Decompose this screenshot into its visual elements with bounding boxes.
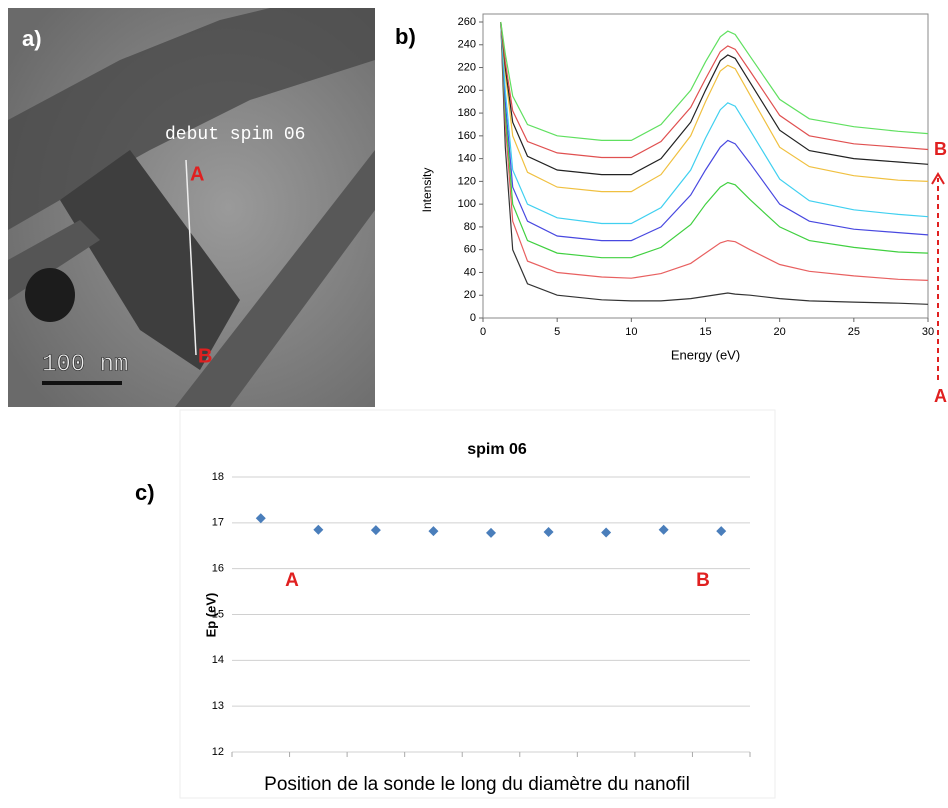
spectrum-line [500, 21, 929, 159]
x-tick-label: 0 [480, 326, 486, 338]
chart-frame [179, 409, 776, 799]
start-label: A [190, 163, 204, 185]
x-tick-label: 5 [554, 326, 560, 338]
point [716, 526, 727, 537]
y-tick-label: 18 [212, 471, 224, 483]
y-tick-label: 140 [458, 153, 476, 165]
y-tick-label: 16 [212, 563, 224, 575]
y-tick-label: 100 [458, 198, 476, 210]
x-axis-label: Energy (eV) [671, 347, 740, 362]
point [313, 524, 324, 535]
y-tick-label: 120 [458, 175, 476, 187]
y-tick-label: 200 [458, 84, 476, 96]
panel-label: a) [22, 26, 42, 51]
y-tick-label: 17 [212, 517, 224, 529]
spectrum-line [500, 21, 929, 242]
point [370, 525, 381, 536]
chart-title: spim 06 [467, 441, 527, 458]
panel-label: b) [395, 24, 416, 49]
y-tick-label: 12 [212, 746, 224, 758]
arrow-head [931, 172, 945, 185]
y-tick-label: 220 [458, 61, 476, 73]
caption: debut spim 06 [165, 125, 305, 145]
y-tick-label: 240 [458, 39, 476, 51]
point [543, 527, 554, 537]
x-tick-label: 25 [848, 326, 860, 338]
panel-label: c) [135, 480, 155, 505]
point [428, 526, 439, 537]
end-label: B [934, 139, 947, 159]
y-tick-label: 260 [458, 16, 476, 28]
y-axis-label: Ep (eV) [203, 593, 218, 638]
end-label: B [198, 345, 212, 367]
spectrum-line [500, 21, 929, 305]
y-tick-label: 180 [458, 107, 476, 119]
y-tick-label: 40 [464, 266, 476, 278]
scale-bar-label: 100 nm [42, 351, 128, 378]
y-tick-label: 13 [212, 700, 224, 712]
spectrum-line [500, 21, 929, 176]
x-tick-label: 10 [625, 326, 637, 338]
end-label: B [696, 570, 710, 591]
y-tick-label: 14 [212, 654, 224, 666]
spectrum-line [500, 21, 929, 193]
spectra-chart: 0 20 40 60 80 100 120 140 160 180 200 220 240 260 0 5 10… [395, 13, 947, 406]
y-tick-label: 15 [212, 608, 224, 620]
y-tick-label: 20 [464, 289, 476, 301]
y-tick-label: 80 [464, 221, 476, 233]
y-axis-label: Intensity [420, 168, 434, 213]
start-label: A [934, 386, 947, 406]
point [658, 524, 669, 535]
x-tick-label: 15 [699, 326, 711, 338]
y-tick-label: 0 [470, 312, 476, 324]
x-tick-label: 30 [922, 326, 934, 338]
point [486, 527, 496, 538]
point [255, 513, 266, 524]
x-tick-label: 20 [774, 326, 786, 338]
spectrum-line [500, 21, 929, 259]
spectrum-line [500, 21, 929, 225]
spectrum-line [500, 21, 929, 141]
point [601, 527, 612, 538]
y-tick-label: 60 [464, 244, 476, 256]
scatter-chart: 12 13 14 15 16 17 18 spim 06 Ep (eV) Position de … [135, 441, 751, 795]
start-label: A [285, 570, 299, 591]
tem-image: a) debut spim 06 A B 100 nm [8, 8, 375, 407]
x-axis-label: Position de la sonde le long du diamètre… [264, 774, 690, 795]
spectrum-line [500, 21, 929, 281]
y-tick-label: 160 [458, 130, 476, 142]
